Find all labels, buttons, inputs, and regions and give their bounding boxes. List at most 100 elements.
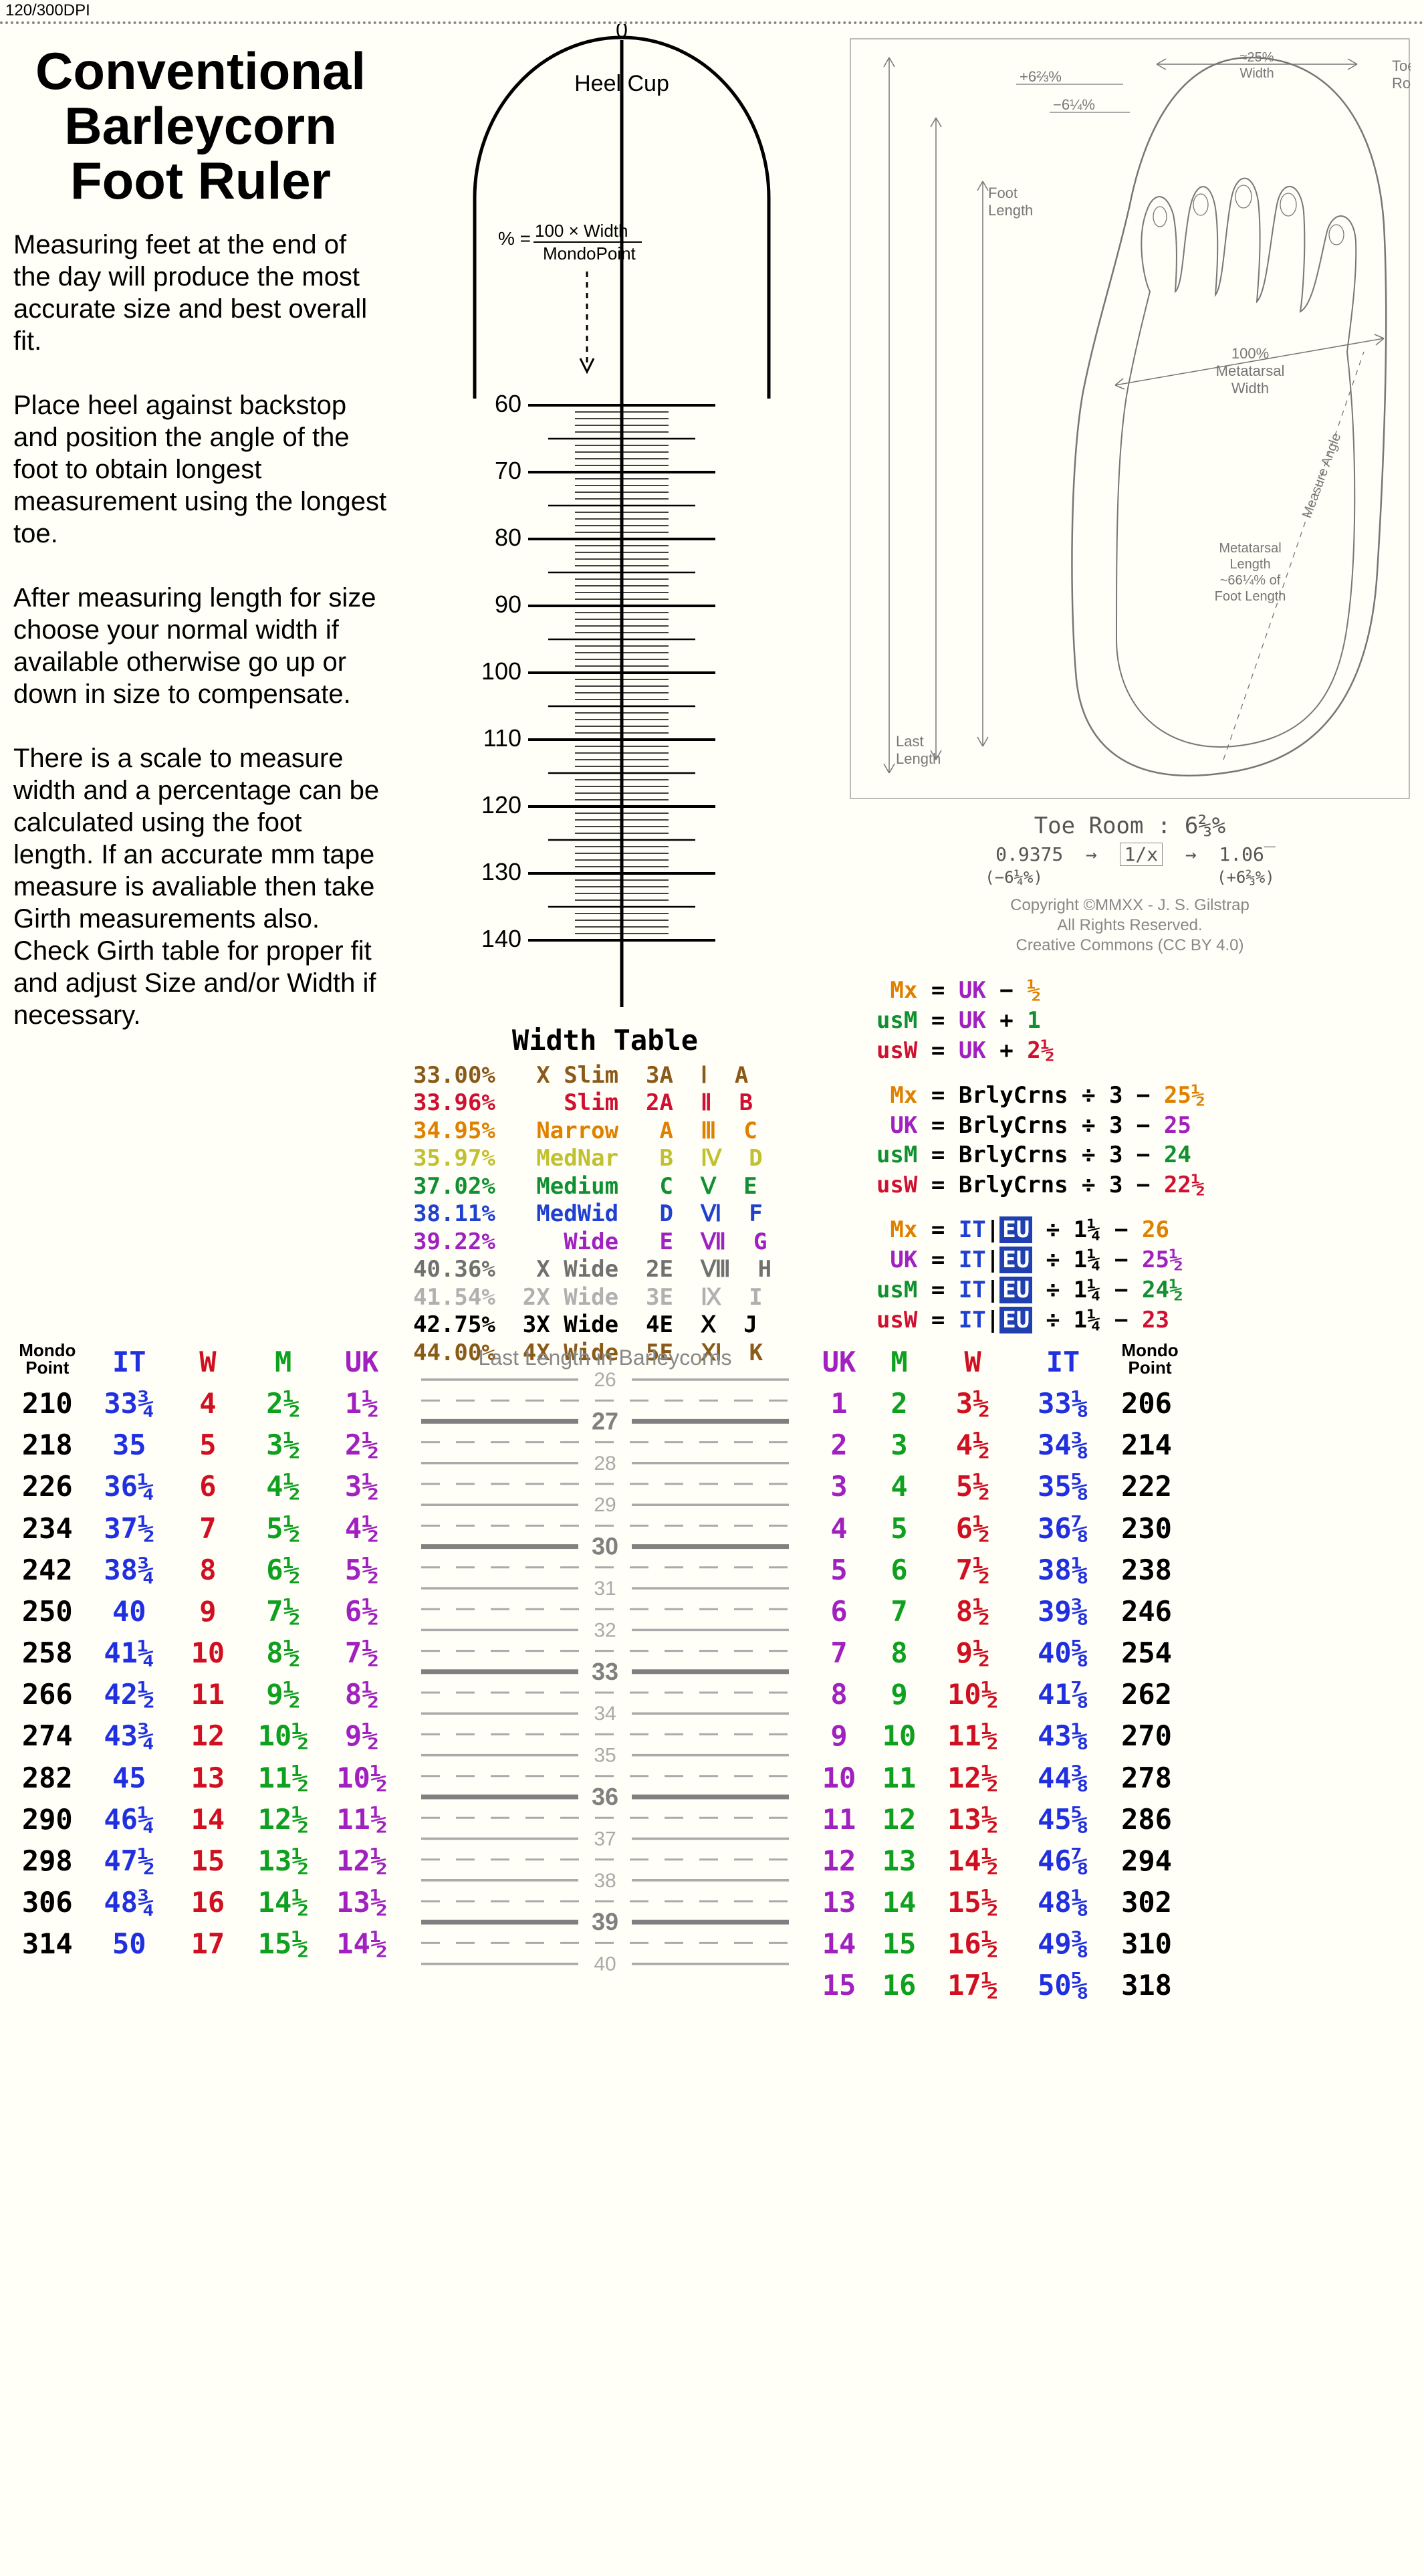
instructions: Measuring feet at the end of the day wil…	[0, 209, 401, 1031]
ruler-column: 0Heel Cup% =100 × WidthMondoPoint6070809…	[401, 24, 809, 1367]
svg-text:+6⅔%: +6⅔%	[1020, 68, 1062, 85]
width-table-row: 33.00% X Slim 3A Ⅰ A	[401, 1062, 809, 1089]
width-table-row: 34.95% Narrow A Ⅲ C	[401, 1117, 809, 1145]
size-row: 345½35⅝222	[809, 1466, 1210, 1507]
size-row: 24238¾86½5½	[8, 1549, 401, 1591]
size-row: 21033¾42½1½	[8, 1383, 401, 1424]
svg-text:38: 38	[594, 1870, 616, 1892]
size-row: 2183553½2½	[8, 1424, 401, 1466]
svg-text:≈25%: ≈25%	[1239, 50, 1274, 65]
svg-text:130: 130	[481, 858, 521, 885]
svg-text:29: 29	[594, 1494, 616, 1516]
svg-text:~66¼% of: ~66¼% of	[1220, 573, 1281, 588]
size-row: 282451311½10½	[8, 1757, 401, 1799]
size-row: 121314½46⅞294	[809, 1840, 1210, 1882]
instruction-paragraph: Place heel against backstop and position…	[13, 389, 388, 550]
svg-text:31: 31	[594, 1578, 616, 1600]
svg-text:27: 27	[592, 1407, 618, 1434]
svg-text:28: 28	[594, 1453, 616, 1475]
svg-text:Measure Angle: Measure Angle	[1300, 431, 1344, 520]
svg-text:80: 80	[495, 524, 521, 551]
svg-text:35: 35	[594, 1745, 616, 1767]
width-table-heading: Width Table	[401, 1024, 809, 1057]
width-table-row: 33.96% Slim 2A Ⅱ B	[401, 1089, 809, 1117]
svg-text:100 × Width: 100 × Width	[535, 221, 628, 241]
size-row: 101112½44⅜278	[809, 1757, 1210, 1799]
last-length-ruler: Last Length in Barleycorns 26 27 28 29 30 31 3…	[401, 1341, 809, 2026]
width-table-row: 42.75% 3X Wide 4E Ⅹ J	[401, 1311, 809, 1339]
svg-text:90: 90	[495, 591, 521, 618]
svg-text:70: 70	[495, 457, 521, 484]
last-length-header: Last Length in Barleycorns	[401, 1341, 809, 1370]
size-row: 23437½75½4½	[8, 1508, 401, 1549]
top-region: ConventionalBarleycornFoot Ruler Measuri…	[0, 24, 1424, 1335]
size-row: 27443¾1210½9½	[8, 1715, 401, 1757]
size-row: 131415½48⅛302	[809, 1882, 1210, 1923]
svg-text:−6¼%: −6¼%	[1053, 96, 1095, 113]
size-table: MondoPointITWMUK21033¾42½1½2183553½2½226…	[0, 1341, 1424, 2026]
size-row: 26642½119½8½	[8, 1674, 401, 1715]
heel-cup-ruler: 0Heel Cup% =100 × WidthMondoPoint6070809…	[401, 24, 809, 1014]
svg-text:Foot Length: Foot Length	[1215, 589, 1286, 604]
svg-text:36: 36	[592, 1783, 618, 1810]
svg-text:Length: Length	[896, 750, 941, 767]
svg-text:Length: Length	[988, 202, 1033, 219]
size-table-left: MondoPointITWMUK21033¾42½1½2183553½2½226…	[0, 1341, 401, 2026]
copyright-text: Copyright ©MMXX - J. S. GilstrapAll Righ…	[849, 895, 1411, 956]
svg-text:Toe: Toe	[1392, 58, 1411, 74]
size-row: 314501715½14½	[8, 1923, 401, 1965]
size-row: 789½40⅝254	[809, 1632, 1210, 1674]
svg-text:34: 34	[594, 1703, 616, 1725]
size-row: 29046¼1412½11½	[8, 1799, 401, 1840]
width-table-row: 41.54% 2X Wide 3E Ⅸ I	[401, 1284, 809, 1311]
size-row: 123½33⅛206	[809, 1383, 1210, 1424]
svg-text:26: 26	[594, 1370, 616, 1391]
svg-text:120: 120	[481, 791, 521, 819]
dpi-label: 120/300DPI	[0, 0, 1424, 24]
last-length-scale: 262728293031323334353637383940	[401, 1370, 809, 2026]
size-row: 151617½50⅝318	[809, 1965, 1210, 2006]
svg-text:37: 37	[594, 1828, 616, 1850]
svg-text:Metatarsal: Metatarsal	[1216, 362, 1285, 379]
left-column: ConventionalBarleycornFoot Ruler Measuri…	[0, 24, 401, 1367]
toe-room-text: Toe Room : 6⅔%	[849, 813, 1411, 839]
svg-text:100%: 100%	[1231, 345, 1269, 362]
size-row: 678½39⅜246	[809, 1591, 1210, 1632]
svg-text:40: 40	[594, 1953, 616, 1975]
svg-text:39: 39	[592, 1908, 618, 1935]
svg-text:110: 110	[483, 724, 521, 752]
instruction-paragraph: After measuring length for size choose y…	[13, 582, 388, 710]
width-table: 33.00% X Slim 3A Ⅰ A33.96% Slim 2A Ⅱ B34…	[401, 1062, 809, 1367]
svg-text:Metatarsal: Metatarsal	[1219, 541, 1281, 556]
size-row: 8910½41⅞262	[809, 1674, 1210, 1715]
size-row: 234½34⅜214	[809, 1424, 1210, 1466]
size-row: 567½38⅛238	[809, 1549, 1210, 1591]
size-row: 91011½43⅛270	[809, 1715, 1210, 1757]
svg-text:Length: Length	[1229, 557, 1270, 572]
width-table-row: 35.97% MedNar B Ⅳ D	[401, 1145, 809, 1172]
instruction-paragraph: Measuring feet at the end of the day wil…	[13, 229, 388, 357]
size-row: 111213½45⅝286	[809, 1799, 1210, 1840]
ratio-text: 0.9375 → 1∕x → 1.06̅(−6¼%) (+6⅔%)	[849, 843, 1411, 887]
foot-diagram: +6⅔%−6¼%≈25%WidthToeRoomFootLength100%Me…	[849, 37, 1411, 800]
width-table-row: 39.22% Wide E Ⅶ G	[401, 1228, 809, 1256]
svg-text:100: 100	[481, 657, 521, 685]
svg-text:Room: Room	[1392, 75, 1411, 92]
size-row: 22636¼64½3½	[8, 1466, 401, 1507]
size-row: 141516½49⅜310	[809, 1923, 1210, 1965]
size-row: 2504097½6½	[8, 1591, 401, 1632]
svg-text:Width: Width	[1231, 380, 1269, 397]
size-row: 25841¼108½7½	[8, 1632, 401, 1674]
svg-text:140: 140	[481, 925, 521, 952]
svg-text:Foot: Foot	[988, 185, 1018, 201]
width-table-row: 38.11% MedWid D Ⅵ F	[401, 1200, 809, 1228]
svg-text:0: 0	[616, 24, 628, 42]
svg-text:33: 33	[592, 1658, 618, 1685]
size-row: 29847½1513½12½	[8, 1840, 401, 1882]
svg-text:60: 60	[495, 390, 521, 417]
size-table-right: UKMWITMondoPoint123½33⅛206234½34⅜214345½…	[809, 1341, 1210, 2026]
instruction-paragraph: There is a scale to measure width and a …	[13, 742, 388, 1031]
right-column: +6⅔%−6¼%≈25%WidthToeRoomFootLength100%Me…	[809, 24, 1424, 1367]
conversion-formulas: Mx = UK − ½ usM = UK + 1 usW = UK + 2½ M…	[849, 976, 1411, 1335]
svg-text:30: 30	[592, 1533, 618, 1560]
